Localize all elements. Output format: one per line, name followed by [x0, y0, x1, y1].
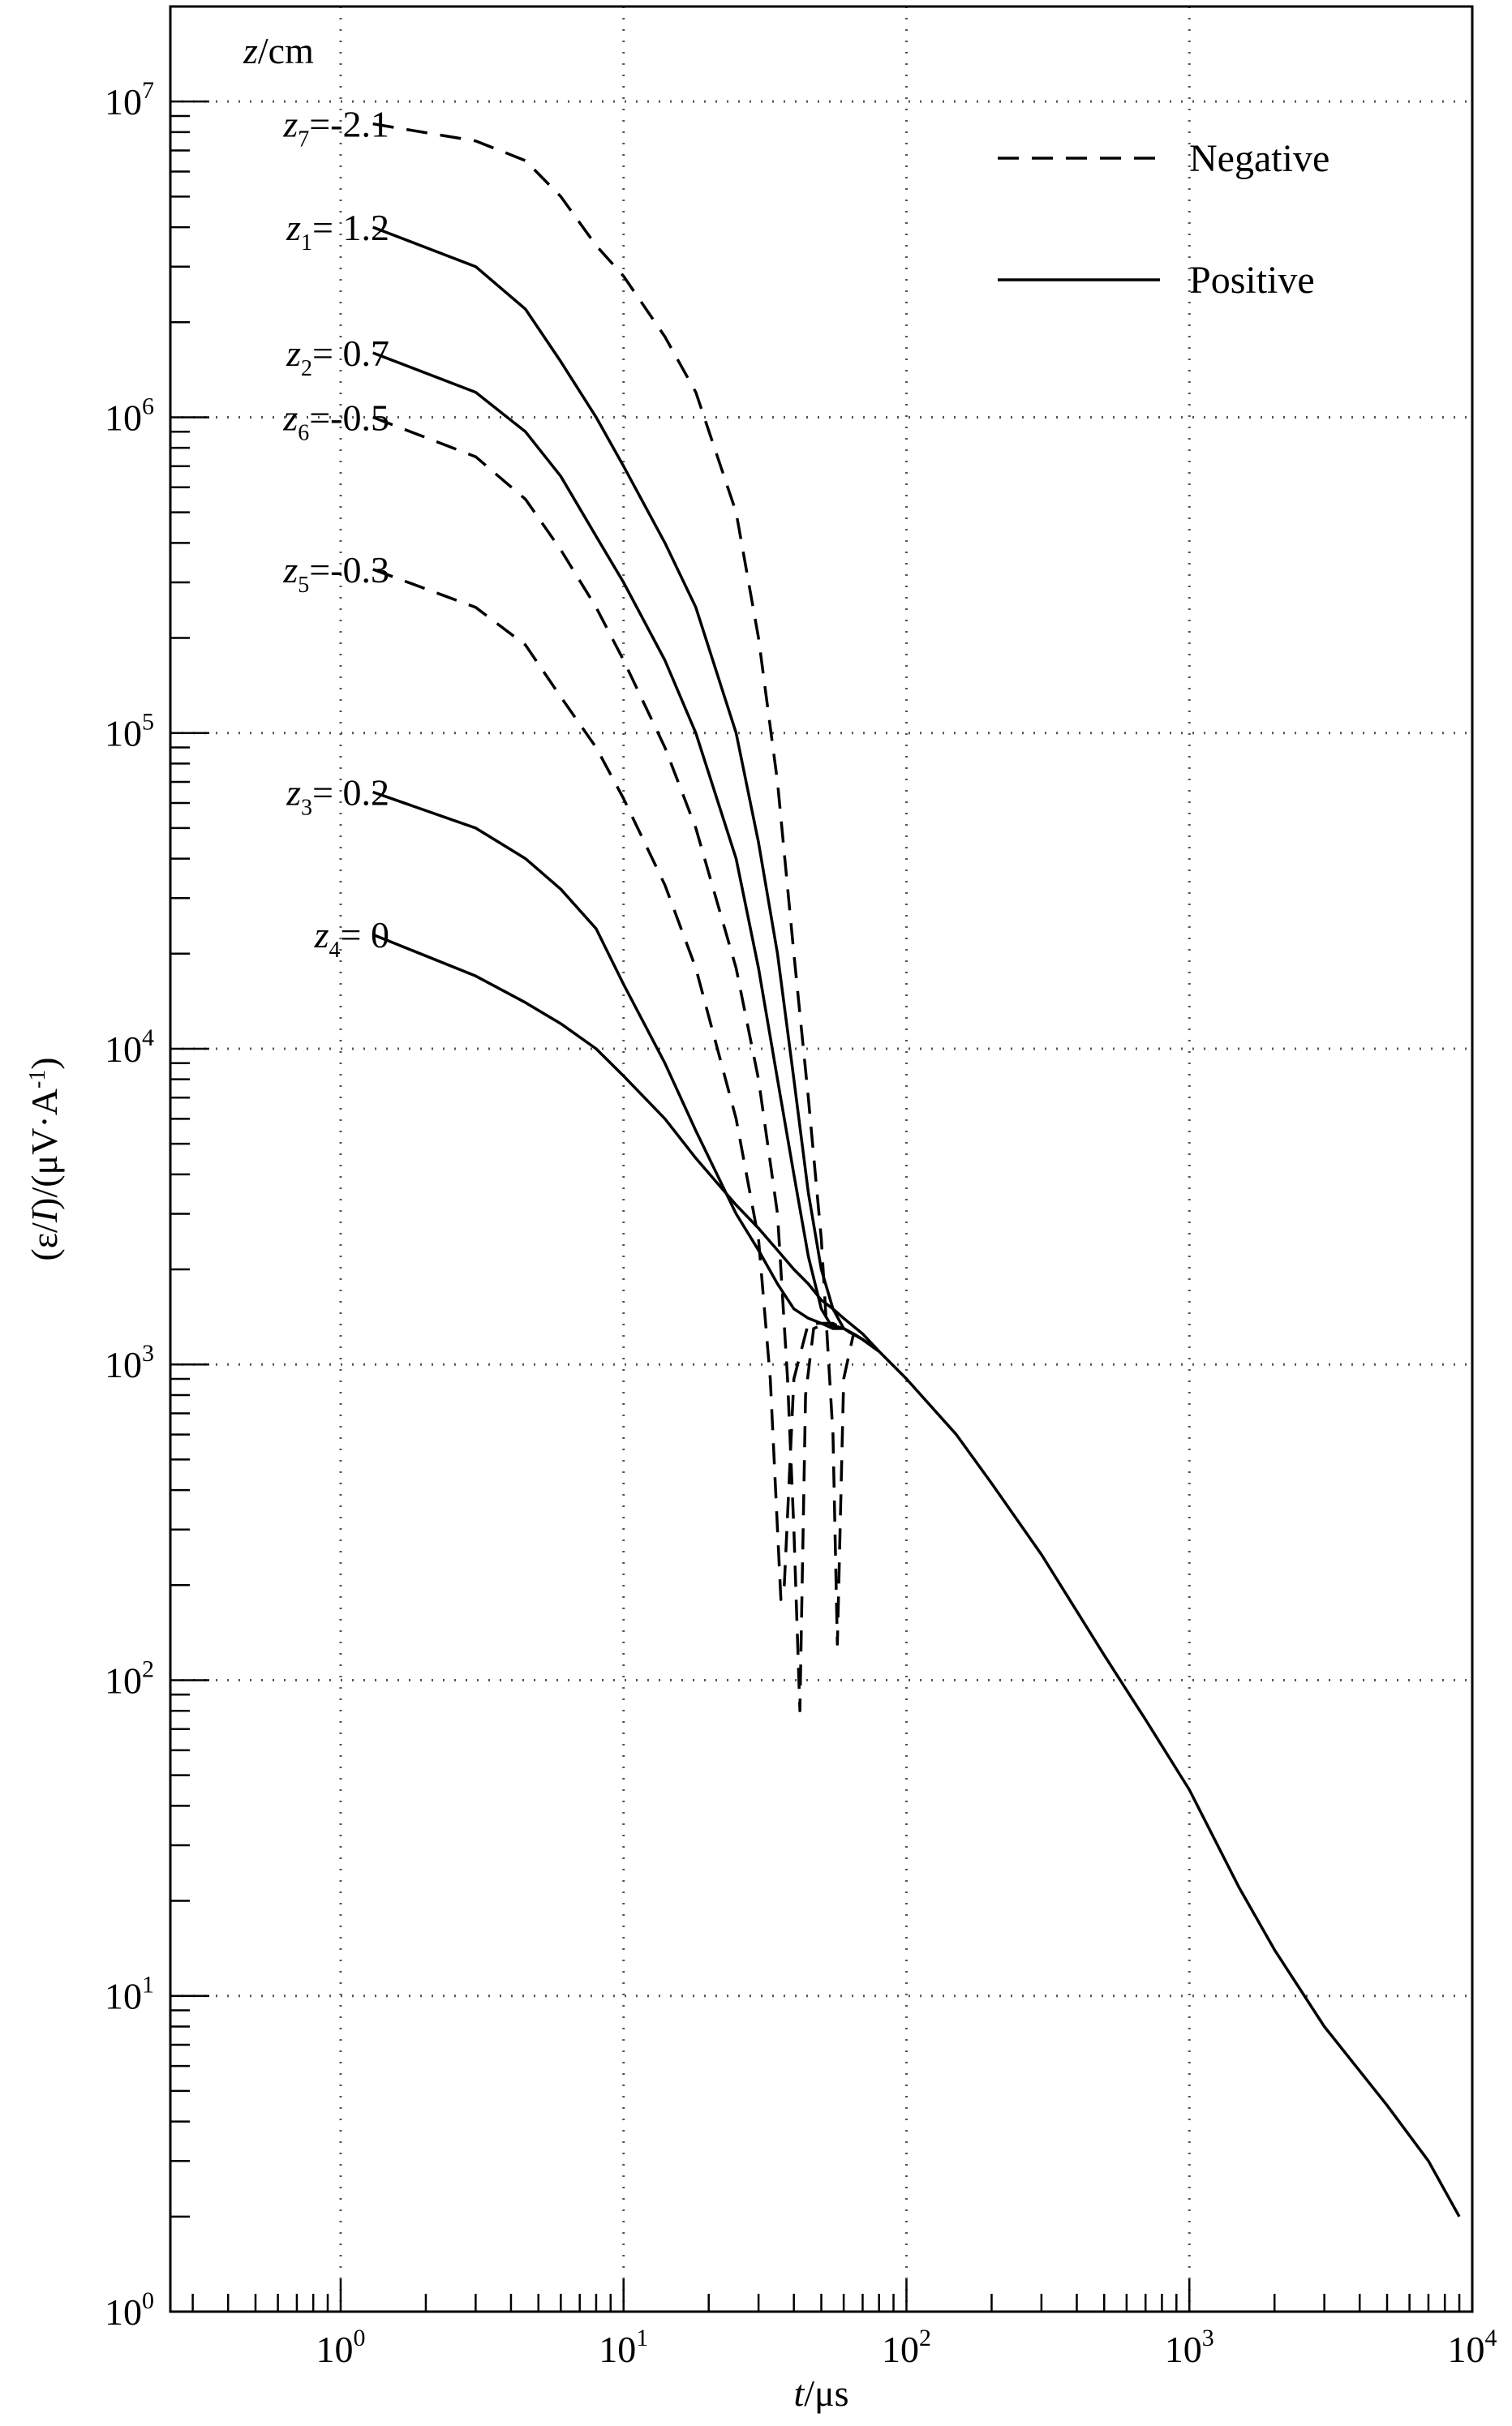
curve-label-z1: z1= 1.2	[286, 207, 389, 255]
series-group	[372, 122, 1461, 2218]
curve-label-header: z/cm	[243, 30, 314, 71]
y-axis-label-end: )	[24, 1057, 65, 1069]
curve-label-z7: z7=-2.1	[282, 104, 389, 152]
legend-label: Positive	[1189, 259, 1315, 302]
y-axis-label: (ε/I)/(μV·A-1)	[24, 1057, 65, 1260]
y-tick-label: 102	[105, 1655, 154, 1701]
x-tick-label: 103	[1165, 2325, 1214, 2370]
grid-lines	[170, 6, 1472, 2312]
y-axis-label-var: I	[24, 1208, 65, 1223]
x-tick-label: 101	[599, 2325, 648, 2370]
x-axis-label: t/μs	[793, 2372, 848, 2414]
curve-label-z2: z2= 0.7	[286, 333, 389, 381]
curve-label-header-var: z	[243, 30, 258, 71]
curve-label-header-unit: /cm	[258, 30, 314, 71]
legend-label: Negative	[1189, 137, 1329, 180]
y-tick-label: 107	[105, 77, 154, 122]
y-tick-label: 105	[105, 709, 154, 754]
y-tick-label: 101	[105, 1972, 154, 2017]
x-tick-label: 100	[316, 2325, 365, 2370]
axes: 100 101 102 103 104 100 101 102 103 104 105 106 107	[105, 5, 1497, 2370]
x-axis-label-unit: /μs	[804, 2372, 848, 2414]
y-axis-label-sup: -1	[25, 1070, 50, 1088]
curve-labels: z7=-2.1 z1= 1.2 z2= 0.7 z6=-0.5 z5=-0.3 z3= 0…	[282, 104, 389, 963]
x-axis-label-var: t	[793, 2372, 805, 2414]
curve-label-z6: z6=-0.5	[282, 397, 389, 445]
curve-label-z5: z5=-0.3	[282, 549, 389, 598]
series-line-z4	[372, 933, 880, 1353]
x-tick-label: 102	[882, 2325, 931, 2370]
series-line-tail	[878, 1350, 1461, 2218]
y-tick-label: 106	[105, 393, 154, 438]
x-tick-label: 104	[1448, 2325, 1497, 2370]
series-line-z6	[372, 415, 880, 1712]
legend: Negative Positive	[998, 137, 1329, 302]
series-line-z1	[372, 225, 880, 1353]
y-axis-label-pre: (ε/	[24, 1222, 65, 1261]
series-line-z2	[372, 351, 880, 1353]
curve-label-z3: z3= 0.2	[286, 772, 389, 821]
y-tick-label: 104	[105, 1024, 154, 1070]
curve-label-z4: z4= 0	[314, 914, 389, 963]
y-axis-label-post: )/(μV·A	[24, 1088, 65, 1210]
series-line-z5	[372, 568, 880, 1601]
series-line-z7	[372, 122, 880, 1646]
y-tick-label: 103	[105, 1340, 154, 1385]
series-line-z3	[372, 790, 880, 1353]
y-tick-label: 100	[105, 2287, 154, 2333]
